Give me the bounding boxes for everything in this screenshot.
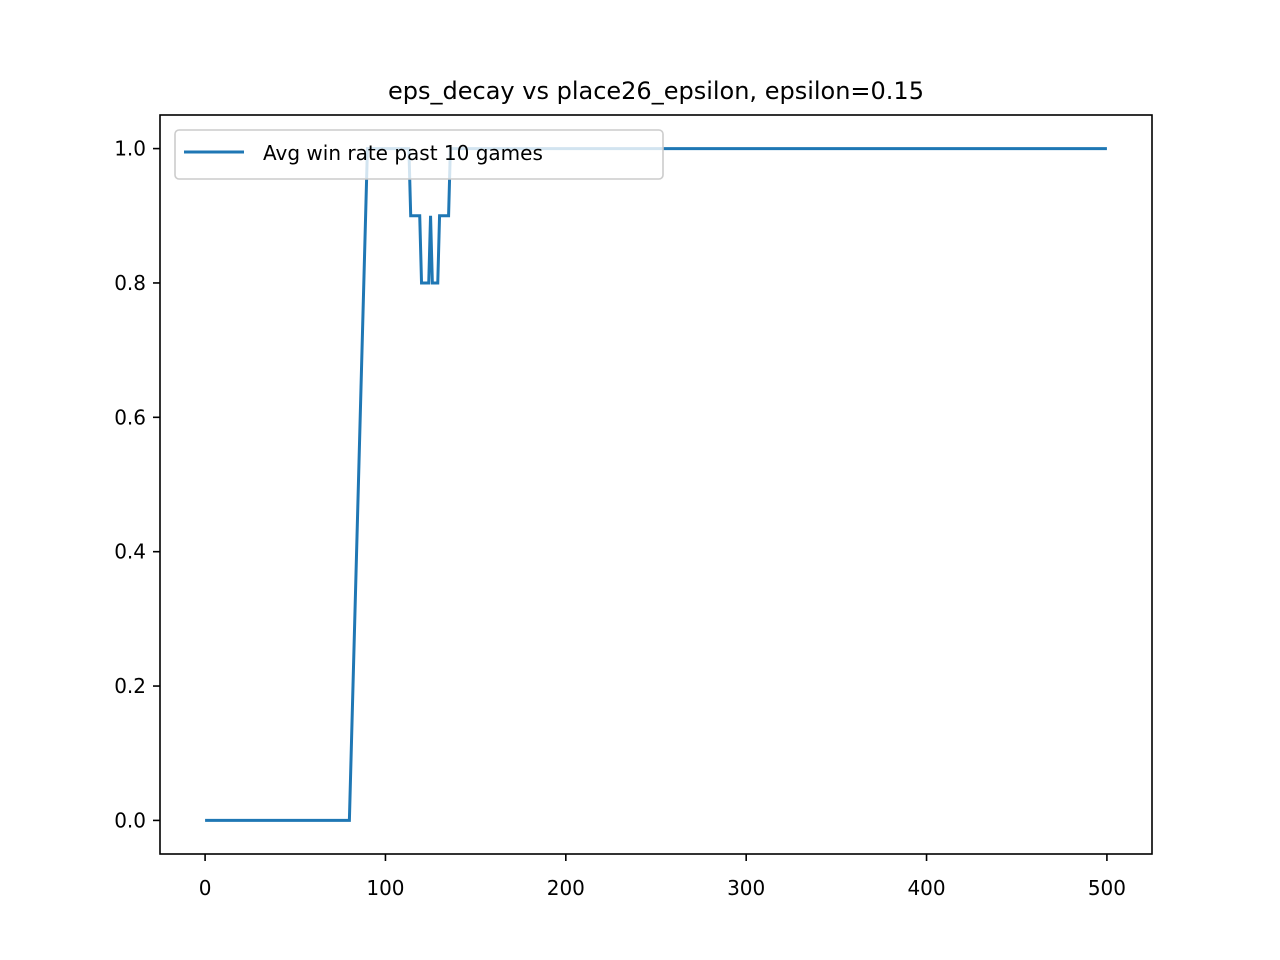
x-tick-label: 500 xyxy=(1088,876,1126,900)
legend: Avg win rate past 10 games xyxy=(174,129,664,180)
y-tick-label: 0.0 xyxy=(114,808,146,832)
series-line-avg-win-rate xyxy=(205,147,1107,822)
y-tick-label: 0.2 xyxy=(114,674,146,698)
x-tick-label: 100 xyxy=(366,876,404,900)
plot-area-frame xyxy=(159,114,1153,855)
x-tick-label: 400 xyxy=(907,876,945,900)
y-axis: 0.0 0.2 0.4 0.6 0.8 1.0 xyxy=(114,137,160,832)
y-tick-label: 0.6 xyxy=(114,405,146,429)
legend-box xyxy=(174,129,664,180)
x-tick-label: 300 xyxy=(727,876,765,900)
x-axis: 0 100 200 300 400 500 xyxy=(199,854,1126,900)
y-tick-label: 0.8 xyxy=(114,271,146,295)
x-tick-label: 0 xyxy=(199,876,212,900)
y-tick-label: 0.4 xyxy=(114,540,146,564)
series-layer xyxy=(205,147,1107,822)
chart-title: eps_decay vs place26_epsilon, epsilon=0.… xyxy=(388,77,924,105)
legend-label-avg-win-rate: Avg win rate past 10 games xyxy=(263,141,543,165)
x-tick-label: 200 xyxy=(547,876,585,900)
y-tick-label: 1.0 xyxy=(114,137,146,161)
